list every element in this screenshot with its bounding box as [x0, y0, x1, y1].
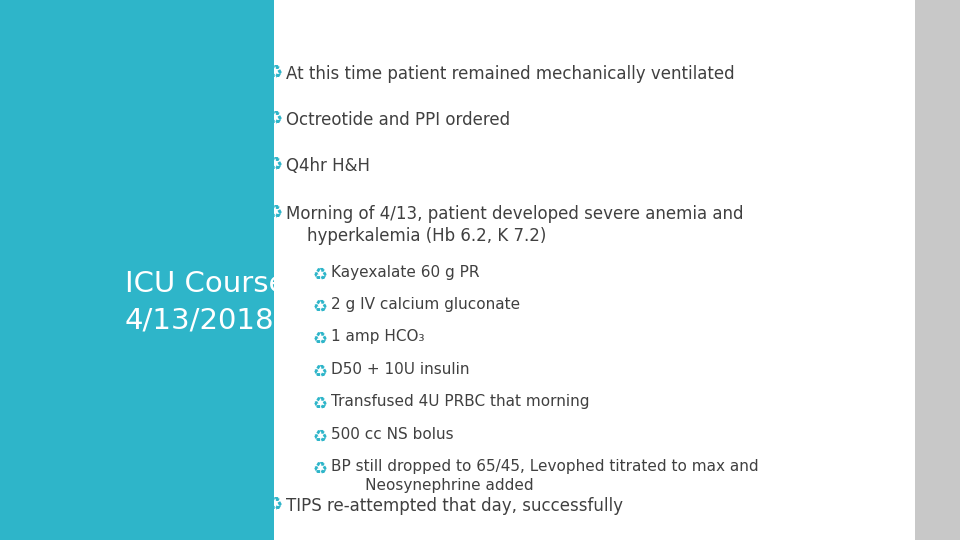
Text: ♻: ♻: [266, 111, 282, 129]
Text: 1 amp HCO₃: 1 amp HCO₃: [331, 329, 424, 345]
Bar: [274, 0, 915, 540]
Text: Transfused 4U PRBC that morning: Transfused 4U PRBC that morning: [331, 394, 589, 409]
Bar: [0, 0, 274, 540]
Text: At this time patient remained mechanically ventilated: At this time patient remained mechanical…: [286, 65, 734, 83]
Text: Morning of 4/13, patient developed severe anemia and
    hyperkalemia (Hb 6.2, K: Morning of 4/13, patient developed sever…: [286, 205, 744, 245]
Text: ♻: ♻: [266, 205, 282, 223]
Text: ♻: ♻: [313, 265, 327, 282]
Text: ♻: ♻: [313, 394, 327, 412]
Text: BP still dropped to 65/45, Levophed titrated to max and
       Neosynephrine add: BP still dropped to 65/45, Levophed titr…: [331, 459, 758, 492]
Text: ♻: ♻: [266, 157, 282, 174]
Text: Octreotide and PPI ordered: Octreotide and PPI ordered: [286, 111, 510, 129]
Text: ♻: ♻: [313, 297, 327, 315]
Text: 500 cc NS bolus: 500 cc NS bolus: [331, 427, 454, 442]
Text: D50 + 10U insulin: D50 + 10U insulin: [331, 362, 469, 377]
Text: 2 g IV calcium gluconate: 2 g IV calcium gluconate: [331, 297, 520, 312]
Text: Q4hr H&H: Q4hr H&H: [286, 157, 370, 174]
Text: Kayexalate 60 g PR: Kayexalate 60 g PR: [331, 265, 480, 280]
Bar: [915, 0, 960, 540]
Text: ♻: ♻: [313, 362, 327, 380]
Text: ♻: ♻: [313, 459, 327, 477]
Text: ♻: ♻: [313, 329, 327, 347]
Text: ICU Course
4/13/2018: ICU Course 4/13/2018: [125, 270, 286, 335]
Text: TIPS re-attempted that day, successfully: TIPS re-attempted that day, successfully: [286, 497, 623, 515]
Text: ♻: ♻: [266, 497, 282, 515]
Text: ♻: ♻: [266, 65, 282, 83]
Text: ♻: ♻: [313, 427, 327, 444]
